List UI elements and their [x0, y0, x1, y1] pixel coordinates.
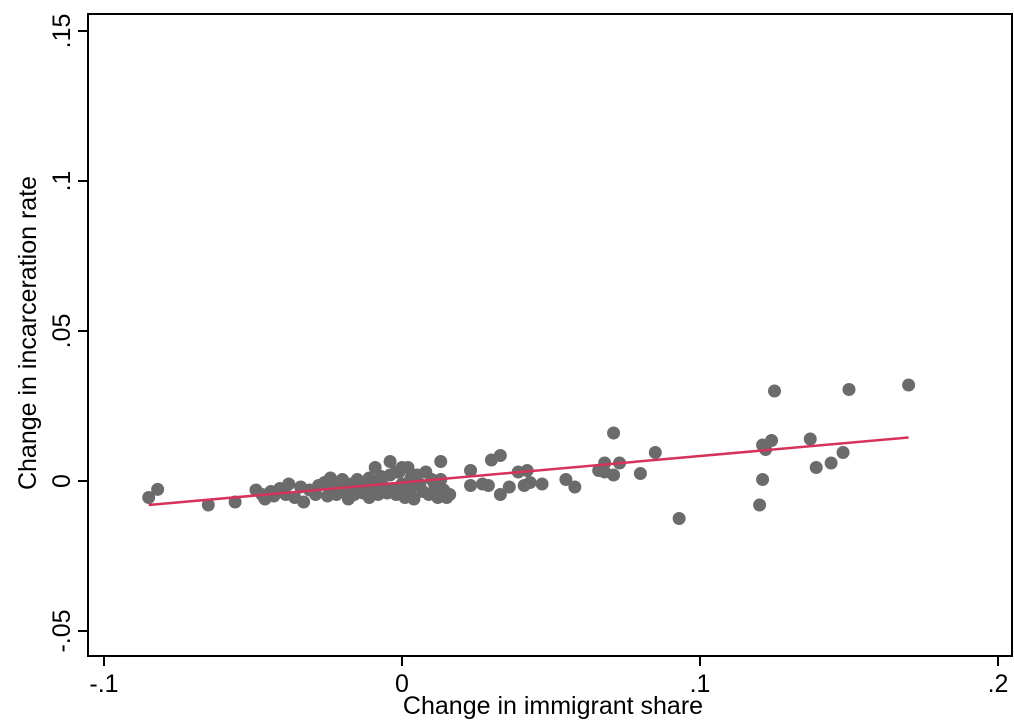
data-point	[824, 456, 838, 470]
data-point	[648, 446, 662, 459]
x-axis-title: Change in immigrant share	[403, 692, 703, 720]
y-tick-label: 0	[48, 474, 76, 488]
data-point	[502, 480, 516, 494]
data-point	[443, 488, 457, 501]
data-point	[282, 477, 296, 491]
data-point	[368, 461, 382, 474]
data-point	[568, 480, 582, 494]
data-point	[383, 455, 397, 468]
data-point	[765, 434, 779, 447]
data-point	[297, 495, 311, 509]
data-point	[753, 498, 767, 512]
data-point	[350, 485, 364, 498]
y-axis-title: Change in incarceration rate	[14, 176, 42, 490]
x-tick-label: 0	[395, 670, 409, 698]
data-point	[559, 473, 573, 486]
data-point	[142, 491, 156, 504]
data-point	[633, 467, 647, 480]
data-point	[434, 455, 448, 468]
x-tick-label: .1	[690, 670, 711, 698]
fit-line-layer	[148, 436, 909, 507]
data-point	[398, 491, 412, 504]
plot-frame	[87, 13, 1013, 657]
y-tick-label: .15	[48, 14, 76, 49]
data-point	[803, 432, 817, 446]
data-point	[395, 461, 409, 474]
y-axis: -.05 0 .05 .1 .15	[48, 14, 88, 653]
data-point	[756, 473, 770, 486]
data-point	[535, 477, 549, 491]
data-point	[607, 468, 621, 482]
data-point	[842, 383, 856, 396]
data-point	[768, 384, 781, 398]
data-point	[464, 479, 478, 492]
data-point	[672, 512, 686, 525]
data-point	[323, 471, 337, 485]
data-point	[374, 476, 388, 489]
data-point	[201, 498, 215, 512]
x-tick-label: -.1	[89, 670, 118, 698]
data-point	[481, 479, 495, 492]
data-point	[523, 476, 537, 489]
data-point	[607, 426, 621, 440]
data-point	[362, 491, 376, 504]
y-tick-label: -.05	[48, 609, 76, 652]
data-point	[902, 378, 916, 392]
x-axis: -.1 0 .1 .2	[89, 656, 1008, 698]
x-tick-label: .2	[988, 670, 1009, 698]
data-point	[836, 446, 850, 459]
points-layer	[142, 378, 916, 525]
data-point	[464, 464, 478, 477]
data-point	[598, 456, 612, 470]
data-point	[151, 482, 165, 496]
fit-line	[148, 436, 909, 507]
data-point	[493, 488, 507, 501]
data-point	[809, 461, 823, 474]
y-tick-label: .1	[48, 171, 76, 192]
y-tick-label: .05	[48, 314, 76, 349]
data-point	[493, 449, 507, 462]
